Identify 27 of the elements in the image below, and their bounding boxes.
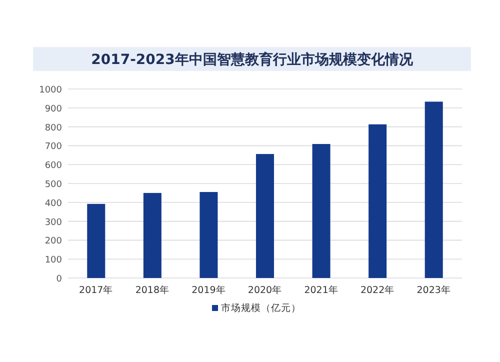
y-tick-label: 500 [44, 180, 62, 190]
y-tick-label: 1000 [39, 86, 62, 96]
legend-label: 市场规模（亿元） [221, 302, 301, 314]
y-tick-label: 800 [44, 123, 62, 134]
chart-title: 2017-2023年中国智慧教育行业市场规模变化情况 [91, 51, 414, 68]
x-tick-label: 2021年 [304, 284, 338, 296]
y-tick-label: 400 [44, 198, 62, 209]
bar [424, 102, 443, 278]
bar [143, 192, 162, 278]
y-tick-label: 200 [44, 236, 62, 247]
x-tick-label: 2023年 [416, 284, 451, 296]
y-tick-label: 0 [56, 274, 62, 284]
y-tick-label: 100 [44, 256, 62, 266]
bar [87, 204, 106, 278]
x-tick-label: 2017年 [79, 284, 114, 296]
y-tick-label: 700 [44, 142, 62, 152]
y-tick-label: 300 [44, 218, 62, 228]
x-tick-label: 2022年 [360, 284, 395, 296]
bar [312, 144, 330, 278]
y-tick-label: 900 [44, 104, 62, 114]
x-tick-label: 2018年 [135, 284, 170, 296]
bar [256, 154, 274, 278]
x-tick-label: 2020年 [248, 284, 282, 296]
bar [368, 124, 387, 278]
y-tick-label: 600 [44, 161, 62, 172]
bar [200, 192, 218, 278]
x-tick-label: 2019年 [192, 284, 226, 296]
